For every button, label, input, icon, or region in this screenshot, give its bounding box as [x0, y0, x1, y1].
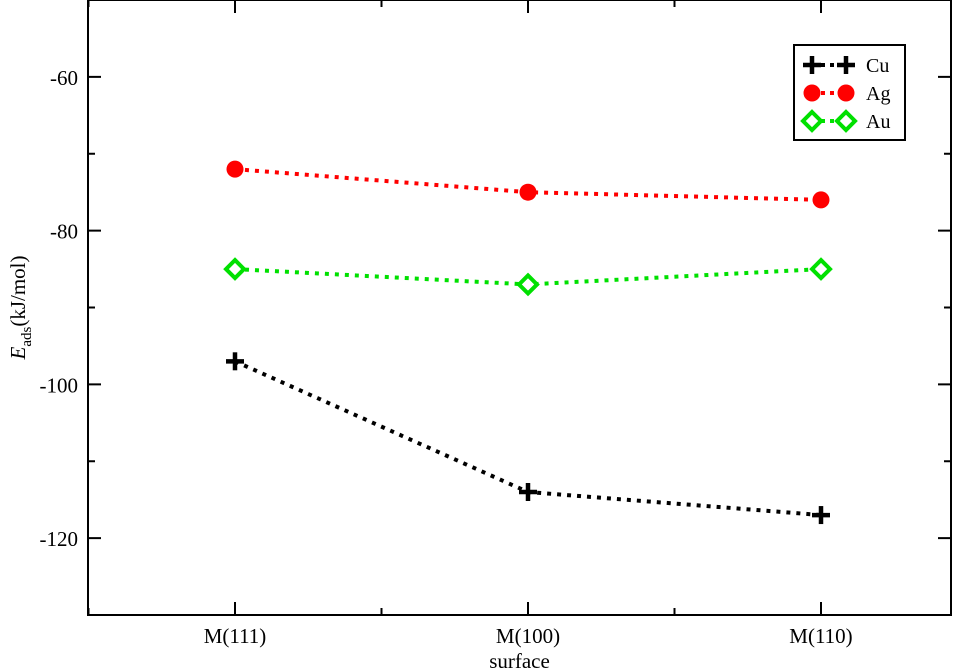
- legend: Cu Ag Au: [793, 44, 906, 141]
- legend-label: Au: [866, 111, 890, 133]
- y-tick-label: -120: [40, 527, 79, 551]
- series-ag: [226, 160, 830, 209]
- series-au: [223, 257, 833, 297]
- y-axis-title-unit: (kJ/mol): [6, 256, 30, 327]
- x-tick-label: M(110): [789, 624, 852, 648]
- legend-label: Ag: [866, 83, 890, 105]
- x-tick-label: M(111): [204, 624, 267, 648]
- data-point-ag: [519, 183, 537, 201]
- y-tick-label: -80: [50, 220, 78, 244]
- y-tick-label: -100: [40, 373, 79, 397]
- y-tick-labels: -120 -100 -80 -60: [40, 66, 79, 551]
- legend-marker: [834, 109, 858, 133]
- legend-item-ag: Ag: [803, 83, 890, 105]
- x-tick-label: M(100): [496, 624, 560, 648]
- data-point-au: [223, 257, 247, 281]
- legend-item-au: Au: [800, 109, 890, 133]
- y-tick-label: -60: [50, 66, 78, 90]
- data-point-au: [809, 257, 833, 281]
- plot-frame: [87, 0, 952, 616]
- series-layer: [223, 160, 833, 525]
- x-tick-labels: M(111) M(100) M(110): [204, 624, 853, 648]
- legend-marker: [803, 56, 821, 74]
- data-point-ag: [812, 191, 830, 209]
- legend-label: Cu: [866, 55, 889, 77]
- y-axis-title-main: E: [6, 347, 30, 361]
- legend-marker: [803, 84, 821, 102]
- legend-marker: [837, 84, 855, 102]
- legend-item-cu: Cu: [803, 55, 889, 77]
- y-axis-title: Eads(kJ/mol): [6, 256, 35, 361]
- data-point-cu: [226, 352, 244, 371]
- series-cu: [226, 352, 830, 525]
- data-point-ag: [226, 160, 244, 178]
- data-point-au: [516, 272, 540, 297]
- legend-marker: [800, 109, 824, 133]
- y-axis-title-sub: ads: [19, 327, 35, 347]
- data-point-cu: [519, 483, 537, 501]
- legend-marker: [837, 56, 855, 74]
- data-point-cu: [812, 506, 830, 525]
- x-axis-title: surface: [489, 649, 550, 671]
